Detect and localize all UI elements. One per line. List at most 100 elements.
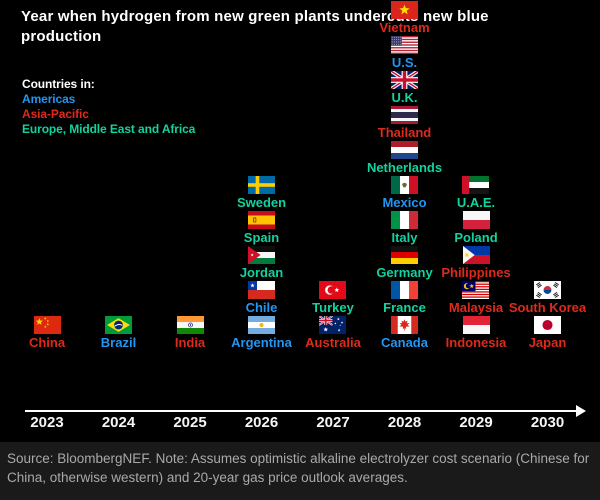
year-label-2028: 2028 bbox=[387, 414, 422, 431]
brazil-flag-icon bbox=[105, 316, 132, 334]
country-cell-mexico: Mexico bbox=[382, 176, 427, 211]
country-label-brazil: Brazil bbox=[100, 335, 137, 350]
germany-flag-icon bbox=[391, 246, 418, 264]
italy-flag-icon bbox=[391, 211, 418, 229]
country-cell-argentina: Argentina bbox=[231, 316, 292, 351]
country-cell-indonesia: Indonesia bbox=[445, 316, 507, 351]
uk-flag-icon bbox=[391, 71, 418, 89]
indonesia-flag-icon bbox=[462, 316, 490, 334]
country-cell-france: France bbox=[383, 281, 426, 316]
china-flag-icon bbox=[33, 316, 61, 334]
country-cell-sweden: Sweden bbox=[237, 176, 286, 211]
country-cell-south-korea: South Korea bbox=[509, 281, 586, 316]
legend-heading: Countries in: bbox=[22, 77, 95, 91]
country-cell-japan: Japan bbox=[528, 316, 567, 351]
page-title: Year when hydrogen from new green plants… bbox=[21, 8, 489, 45]
country-cell-thailand: Thailand bbox=[378, 106, 431, 141]
spain-flag-icon bbox=[248, 211, 275, 229]
uae-flag-icon bbox=[462, 176, 490, 194]
mexico-flag-icon bbox=[390, 176, 418, 194]
country-cell-u-k: U.K. bbox=[391, 71, 418, 106]
year-label-2025: 2025 bbox=[173, 414, 207, 431]
country-label-india: India bbox=[174, 335, 206, 350]
country-label-netherlands: Netherlands bbox=[366, 160, 443, 175]
country-label-malaysia: Malaysia bbox=[448, 300, 504, 315]
column-2026: Sweden Spain Jordan Chile Argentina bbox=[226, 176, 298, 351]
country-cell-netherlands: Netherlands bbox=[367, 141, 442, 176]
country-cell-germany: Germany bbox=[376, 246, 433, 281]
country-cell-spain: Spain bbox=[244, 211, 279, 246]
country-label-sweden: Sweden bbox=[236, 195, 287, 210]
column-2028: Vietnam U.S. U.K. Thailand Netherlands Mexico… bbox=[367, 1, 442, 351]
poland-flag-icon bbox=[462, 211, 490, 229]
x-axis bbox=[25, 410, 577, 412]
country-label-canada: Canada bbox=[381, 335, 428, 350]
sweden-flag-icon bbox=[248, 176, 275, 194]
country-cell-u-a-e: U.A.E. bbox=[457, 176, 495, 211]
france-flag-icon bbox=[390, 281, 418, 299]
country-cell-brazil: Brazil bbox=[101, 316, 136, 351]
x-axis-arrow-icon bbox=[576, 405, 586, 417]
column-2027: Turkey Australia bbox=[297, 281, 369, 351]
legend-items: Americas Asia-Pacific Europe, Middle East … bbox=[22, 92, 195, 137]
us-flag-icon bbox=[391, 36, 418, 54]
country-cell-italy: Italy bbox=[391, 211, 418, 246]
footer-band: Source: BloombergNEF. Note: Assumes opti… bbox=[0, 442, 600, 500]
country-label-france: France bbox=[383, 300, 426, 315]
country-cell-china: China bbox=[29, 316, 65, 351]
country-label-chile: Chile bbox=[245, 300, 278, 315]
country-cell-vietnam: Vietnam bbox=[379, 1, 430, 36]
country-label-u-k: U.K. bbox=[391, 90, 418, 105]
plot-area: China 2023 Brazil 2024 India 2025 Sweden Spain J… bbox=[11, 1, 586, 431]
jordan-flag-icon bbox=[248, 246, 275, 264]
country-label-indonesia: Indonesia bbox=[445, 335, 507, 350]
year-label-2027: 2027 bbox=[316, 414, 350, 431]
country-cell-australia: Australia bbox=[305, 316, 361, 351]
india-flag-icon bbox=[176, 316, 204, 334]
year-label-2023: 2023 bbox=[30, 414, 64, 431]
year-label-2024: 2024 bbox=[101, 414, 136, 431]
column-2029: U.A.E. Poland Philippines Malaysia Indonesia bbox=[440, 176, 512, 351]
country-cell-turkey: Turkey bbox=[312, 281, 354, 316]
vietnam-flag-icon bbox=[391, 1, 418, 19]
country-cell-malaysia: Malaysia bbox=[449, 281, 503, 316]
philippines-flag-icon bbox=[462, 246, 490, 264]
column-2025: India bbox=[154, 316, 226, 351]
canada-flag-icon bbox=[391, 316, 418, 334]
country-label-japan: Japan bbox=[528, 335, 567, 350]
thailand-flag-icon bbox=[390, 106, 418, 124]
country-cell-philippines: Philippines bbox=[441, 246, 511, 281]
country-label-thailand: Thailand bbox=[377, 125, 432, 140]
chile-flag-icon bbox=[247, 281, 275, 299]
country-label-china: China bbox=[28, 335, 66, 350]
japan-flag-icon bbox=[533, 316, 561, 334]
country-label-mexico: Mexico bbox=[382, 195, 427, 210]
legend: Countries in: Americas Asia-Pacific Europe… bbox=[22, 77, 195, 137]
column-2023: China bbox=[11, 316, 83, 351]
country-label-south-korea: South Korea bbox=[508, 300, 587, 315]
country-cell-india: India bbox=[175, 316, 205, 351]
country-label-turkey: Turkey bbox=[312, 300, 354, 315]
country-label-italy: Italy bbox=[391, 230, 418, 245]
country-label-philippines: Philippines bbox=[441, 265, 511, 280]
year-label-2029: 2029 bbox=[459, 414, 493, 431]
turkey-flag-icon bbox=[319, 281, 347, 299]
south-korea-flag-icon bbox=[534, 281, 561, 299]
country-cell-jordan: Jordan bbox=[240, 246, 283, 281]
legend-item-asia-pacific: Asia-Pacific bbox=[22, 107, 89, 121]
country-cell-poland: Poland bbox=[454, 211, 498, 246]
source-note: Source: BloombergNEF. Note: Assumes opti… bbox=[7, 451, 590, 485]
country-cell-canada: Canada bbox=[381, 316, 428, 351]
year-label-2026: 2026 bbox=[244, 414, 279, 431]
country-label-poland: Poland bbox=[454, 230, 498, 245]
legend-item-americas: Americas bbox=[22, 92, 76, 106]
country-label-spain: Spain bbox=[243, 230, 280, 245]
country-label-germany: Germany bbox=[376, 265, 433, 280]
country-label-vietnam: Vietnam bbox=[379, 20, 430, 35]
country-cell-chile: Chile bbox=[245, 281, 278, 316]
argentina-flag-icon bbox=[247, 316, 275, 334]
country-label-jordan: Jordan bbox=[239, 265, 284, 280]
column-2030: South Korea Japan bbox=[509, 281, 586, 351]
malaysia-flag-icon bbox=[462, 281, 490, 299]
